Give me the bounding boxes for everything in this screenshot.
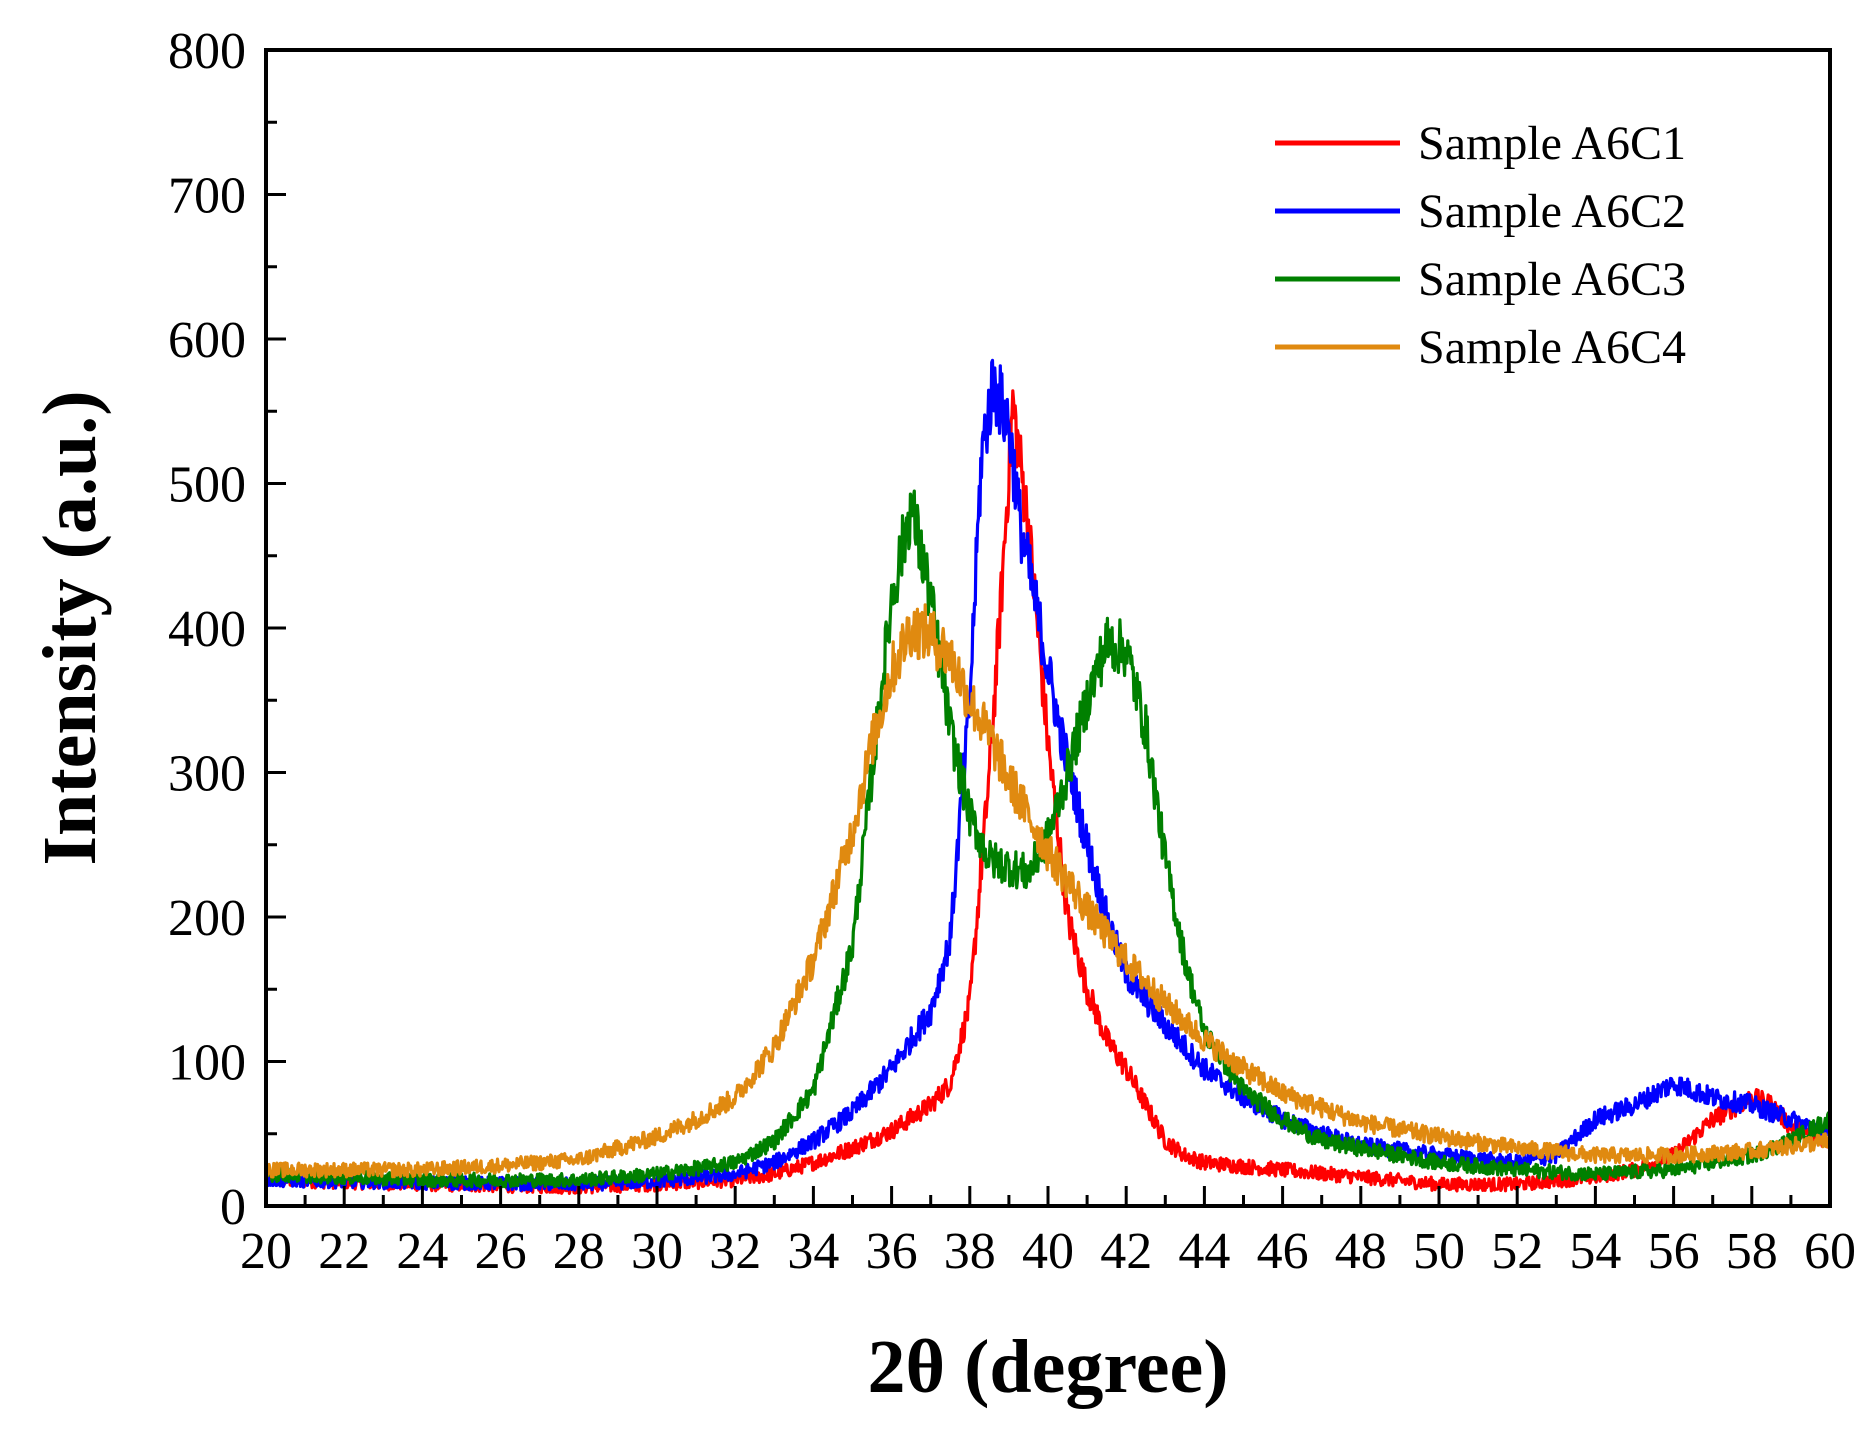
series-line-3 <box>264 489 1832 1189</box>
y-tick-label: 400 <box>168 601 246 658</box>
x-tick-label: 22 <box>318 1223 370 1280</box>
x-tick-label: 44 <box>1178 1223 1230 1280</box>
x-tick-label: 50 <box>1413 1223 1465 1280</box>
y-axis-title: Intensity (a.u.) <box>28 390 112 865</box>
x-tick-label: 58 <box>1726 1223 1778 1280</box>
y-tick-label: 700 <box>168 168 246 225</box>
x-tick-label: 20 <box>240 1223 292 1280</box>
x-tick-label: 38 <box>944 1223 996 1280</box>
legend: Sample A6C1 Sample A6C2 Sample A6C3 Sample … <box>1275 117 1686 374</box>
y-axis-ticks: 0 100 200 300 400 500 600 700 800 <box>168 23 286 1236</box>
y-tick-label: 600 <box>168 312 246 369</box>
y-tick-label: 300 <box>168 746 246 803</box>
x-tick-label: 30 <box>631 1223 683 1280</box>
x-tick-label: 28 <box>553 1223 605 1280</box>
y-tick-label: 500 <box>168 457 246 514</box>
x-tick-label: 34 <box>787 1223 839 1280</box>
legend-label-3: Sample A6C3 <box>1418 253 1686 306</box>
legend-label-2: Sample A6C2 <box>1418 185 1686 238</box>
x-axis-ticks: 20 22 24 26 28 30 32 34 36 38 40 42 44 46 48 50 52 54 56 58… <box>240 1186 1856 1280</box>
x-tick-label: 40 <box>1022 1223 1074 1280</box>
series-line-1 <box>264 389 1832 1195</box>
x-tick-label: 32 <box>709 1223 761 1280</box>
legend-label-1: Sample A6C1 <box>1418 117 1686 170</box>
x-tick-label: 48 <box>1335 1223 1387 1280</box>
y-tick-label: 0 <box>220 1179 246 1236</box>
y-tick-label: 200 <box>168 890 246 947</box>
x-tick-label: 54 <box>1569 1223 1621 1280</box>
y-tick-label: 100 <box>168 1035 246 1092</box>
x-tick-label: 52 <box>1491 1223 1543 1280</box>
x-tick-label: 46 <box>1257 1223 1309 1280</box>
series-curves <box>264 358 1832 1195</box>
x-tick-label: 42 <box>1100 1223 1152 1280</box>
legend-label-4: Sample A6C4 <box>1418 321 1686 374</box>
x-tick-label: 26 <box>475 1223 527 1280</box>
x-tick-label: 56 <box>1648 1223 1700 1280</box>
x-tick-label: 24 <box>396 1223 448 1280</box>
x-axis-title: 2θ (degree) <box>867 1325 1228 1409</box>
x-tick-label: 60 <box>1804 1223 1856 1280</box>
series-line-2 <box>265 358 1832 1192</box>
y-tick-label: 800 <box>168 23 246 80</box>
series-line-4 <box>264 603 1832 1179</box>
x-tick-label: 36 <box>866 1223 918 1280</box>
